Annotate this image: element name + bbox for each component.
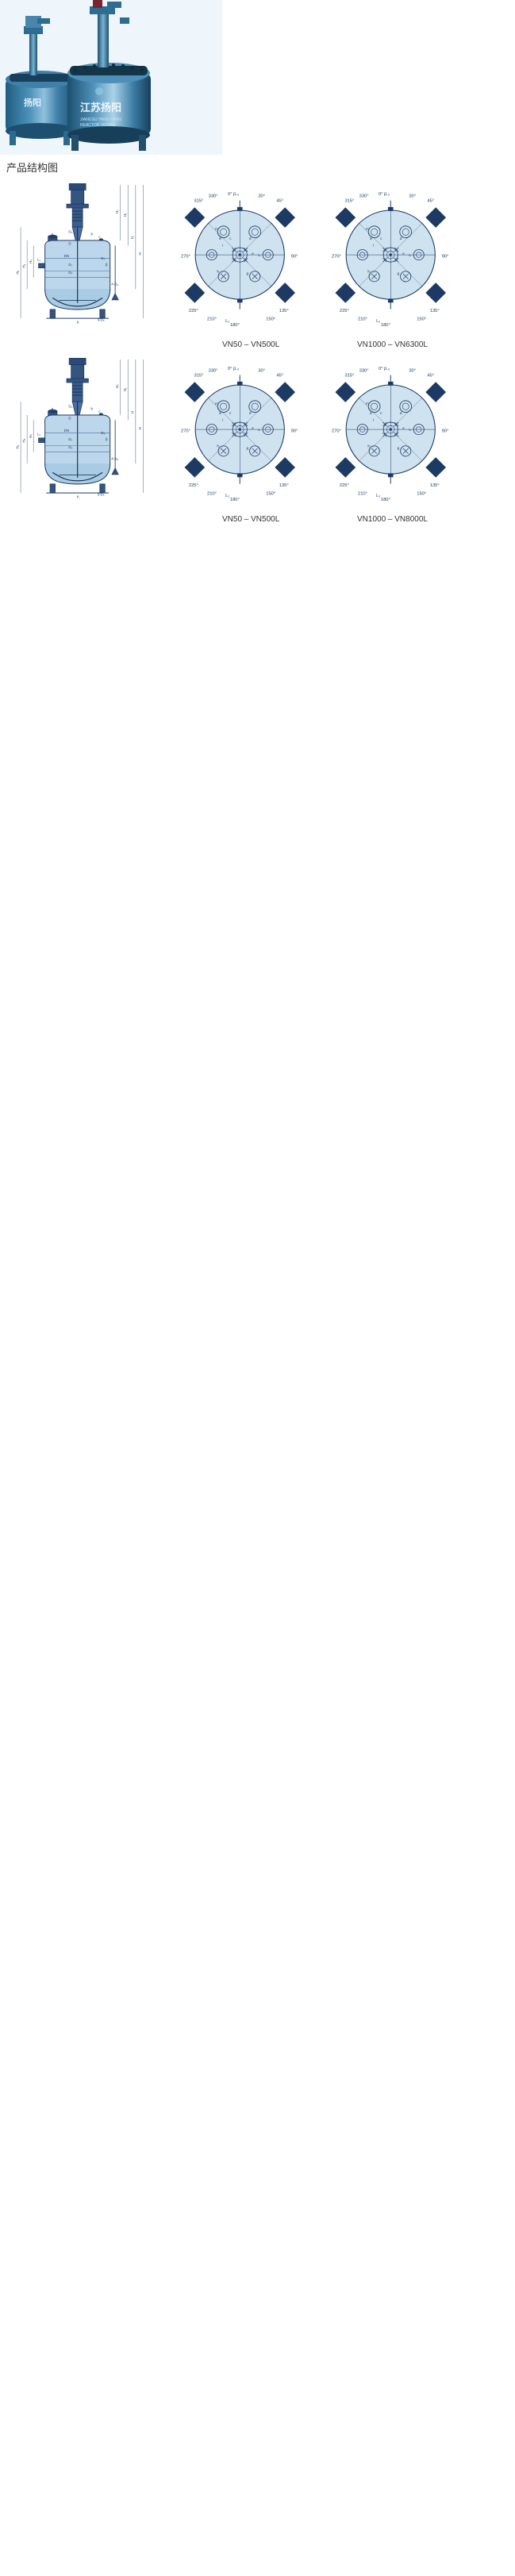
svg-text:VN1000 – VN6300L: VN1000 – VN6300L (357, 340, 428, 349)
svg-text:江苏扬阳: 江苏扬阳 (80, 102, 121, 113)
svg-text:REACTOR VESSEL: REACTOR VESSEL (80, 123, 116, 128)
svg-text:扬阳: 扬阳 (24, 97, 41, 108)
svg-text:JIANGSU YANG-YANG: JIANGSU YANG-YANG (80, 117, 121, 122)
svg-text:VN50 – VN500L: VN50 – VN500L (222, 515, 280, 524)
svg-text:VN1000 – VN8000L: VN1000 – VN8000L (357, 515, 428, 524)
svg-text:VN50 – VN500L: VN50 – VN500L (222, 340, 280, 349)
